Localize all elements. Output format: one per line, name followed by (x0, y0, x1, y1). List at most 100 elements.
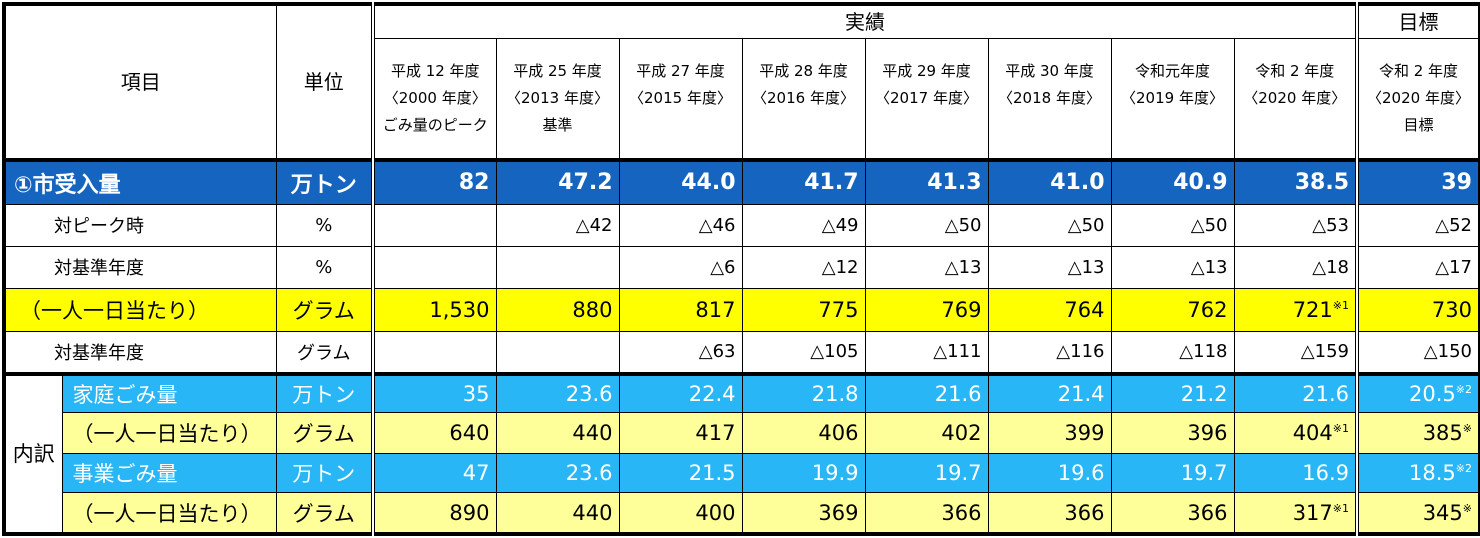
row-label: ①市受入量 (2, 158, 277, 205)
value-cell: △159 (1233, 331, 1358, 375)
value-cell: △13 (864, 245, 989, 289)
footnote-mark: ※1 (1332, 501, 1349, 515)
value-cell: 317※1 (1233, 492, 1358, 537)
value-cell: 23.6 (495, 371, 620, 414)
value-cell: 19.7 (1110, 453, 1235, 494)
value-cell: △42 (495, 203, 620, 247)
value-cell: 369 (741, 492, 866, 537)
breakdown-label: 内訳 (2, 371, 63, 537)
value-cell: 41.3 (864, 158, 989, 205)
header-col-2017: 平成 29 年度 〈2017 年度〉 (864, 38, 989, 161)
header-col-2020: 令和 2 年度 〈2020 年度〉 (1233, 38, 1358, 161)
value-cell: △46 (618, 203, 743, 247)
value-cell: 775 (741, 287, 866, 333)
value-cell: 41.7 (741, 158, 866, 205)
table-row: （一人一日当たり） グラム 890 440 400 369 366 366 36… (4, 492, 1480, 537)
value-cell: 19.7 (864, 453, 989, 494)
value-cell: 764 (987, 287, 1112, 333)
row-label: （一人一日当たり） (61, 492, 277, 537)
header-col-2020-target: 令和 2 年度 〈2020 年度〉 目標 (1355, 38, 1480, 161)
value-cell: 640 (372, 412, 497, 455)
footnote-mark: ※2 (1455, 382, 1472, 396)
value-cell: 817 (618, 287, 743, 333)
row-unit: グラム (275, 492, 375, 537)
value-cell: 19.6 (987, 453, 1112, 494)
value-cell: △52 (1355, 203, 1480, 247)
row-unit: グラム (275, 412, 375, 455)
value-cell: 21.4 (987, 371, 1112, 414)
value-cell: △50 (987, 203, 1112, 247)
row-unit: グラム (275, 331, 375, 375)
row-label: 対基準年度 (2, 245, 277, 289)
value-cell: 39 (1355, 158, 1480, 205)
table-row: 事業ごみ量 万トン 47 23.6 21.5 19.9 19.7 19.6 19… (4, 453, 1480, 494)
value-cell: 762 (1110, 287, 1235, 333)
row-unit: 万トン (275, 158, 375, 205)
value-cell: 404※1 (1233, 412, 1358, 455)
value-cell: △111 (864, 331, 989, 375)
value-cell: 890 (372, 492, 497, 537)
table-row: （一人一日当たり） グラム 640 440 417 406 402 399 39… (4, 412, 1480, 455)
value-cell: △12 (741, 245, 866, 289)
header-col-2015: 平成 27 年度 〈2015 年度〉 (618, 38, 743, 161)
value-cell: △150 (1355, 331, 1480, 375)
slash-empty-cell (495, 245, 620, 289)
value-cell: 440 (495, 412, 620, 455)
value-cell: 417 (618, 412, 743, 455)
row-unit: グラム (275, 287, 375, 333)
row-label: 事業ごみ量 (61, 453, 277, 494)
value-cell: 345※ (1355, 492, 1480, 537)
value-cell: 35 (372, 371, 497, 414)
value-cell: △50 (864, 203, 989, 247)
value-cell: 440 (495, 492, 620, 537)
value-cell: 22.4 (618, 371, 743, 414)
value-cell: △116 (987, 331, 1112, 375)
value-cell: 41.0 (987, 158, 1112, 205)
header-col-2016: 平成 28 年度 〈2016 年度〉 (741, 38, 866, 161)
row-label: 家庭ごみ量 (61, 371, 277, 414)
value-cell: 366 (1110, 492, 1235, 537)
footnote-mark: ※ (1462, 422, 1472, 436)
value-cell: 385※ (1355, 412, 1480, 455)
value-cell: 21.8 (741, 371, 866, 414)
table-row: ①市受入量 万トン 82 47.2 44.0 41.7 41.3 41.0 40… (2, 158, 1480, 205)
value-cell: 47.2 (495, 158, 620, 205)
row-label: （一人一日当たり） (61, 412, 277, 455)
value-cell: 730 (1355, 287, 1480, 333)
row-label: 対基準年度 (2, 331, 277, 375)
row-unit: 万トン (275, 453, 375, 494)
value-cell: 40.9 (1110, 158, 1235, 205)
value-cell: △6 (618, 245, 743, 289)
value-cell: 402 (864, 412, 989, 455)
value-cell: 44.0 (618, 158, 743, 205)
header-col-2018: 平成 30 年度 〈2018 年度〉 (987, 38, 1112, 161)
value-cell: 769 (864, 287, 989, 333)
value-cell: △49 (741, 203, 866, 247)
row-unit: % (275, 245, 375, 289)
value-cell: △13 (1110, 245, 1235, 289)
value-cell: △50 (1110, 203, 1235, 247)
value-cell: 880 (495, 287, 620, 333)
header-col-2000: 平成 12 年度 〈2000 年度〉 ごみ量のピーク (372, 38, 497, 162)
value-cell: △17 (1355, 245, 1480, 289)
value-cell: 21.6 (1233, 371, 1358, 414)
footnote-mark: ※1 (1332, 422, 1349, 436)
header-col-2013: 平成 25 年度 〈2013 年度〉 基準 (495, 38, 620, 162)
footnote-mark: ※1 (1332, 299, 1349, 313)
table-row: 内訳 家庭ごみ量 万トン 35 23.6 22.4 21.8 21.6 21.4… (2, 371, 1480, 537)
value-cell: △105 (741, 331, 866, 375)
header-item: 項目 (2, 1, 277, 161)
table-row: 対基準年度 % △6 △12 △13 △13 △13 △18 △17 (2, 245, 1480, 289)
value-cell: 21.2 (1110, 371, 1235, 414)
value-cell: 23.6 (495, 453, 620, 494)
header-unit: 単位 (275, 1, 375, 161)
value-cell: 721※1 (1233, 287, 1358, 333)
row-unit: % (275, 203, 375, 247)
header-actual-group: 実績 (372, 2, 1358, 40)
slash-empty-cell (372, 203, 497, 247)
footnote-mark: ※ (1462, 501, 1472, 515)
table-row: 対ピーク時 % △42 △46 △49 △50 △50 △50 △53 △52 (2, 203, 1480, 247)
value-cell: 20.5※2 (1355, 371, 1480, 414)
value-cell: 19.9 (741, 453, 866, 494)
value-cell: 38.5 (1233, 158, 1358, 205)
